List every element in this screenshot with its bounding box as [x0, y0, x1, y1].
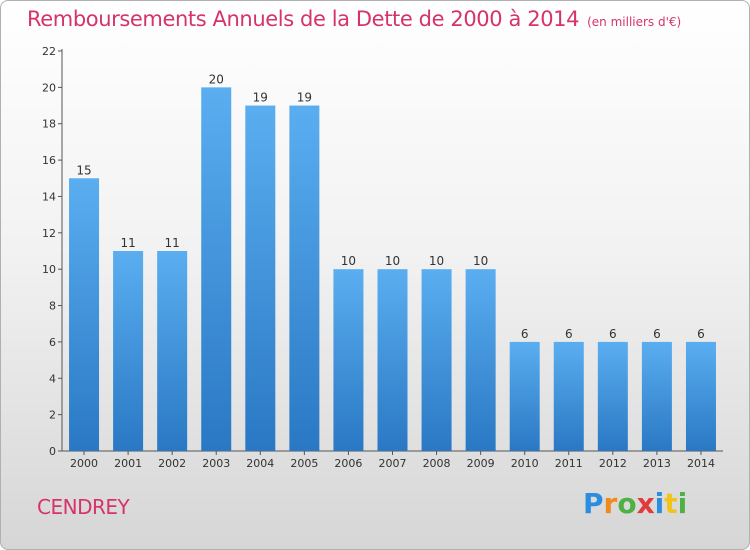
x-tick-label: 2003 — [202, 457, 230, 470]
bar-2010 — [509, 341, 540, 451]
x-tick-label: 2011 — [555, 457, 583, 470]
bar-2000 — [69, 178, 100, 452]
chart-labels: 2000 15 2001 11 2002 11 2003 20 2004 19 2005 19 2006… — [70, 72, 715, 470]
chart-title: Remboursements Annuels de la Dette de 20… — [27, 7, 681, 31]
bar-2009 — [465, 269, 496, 451]
y-tick-label: 18 — [42, 118, 56, 131]
bar-2001 — [113, 251, 144, 451]
y-tick-label: 10 — [42, 263, 56, 276]
x-tick-label: 2008 — [423, 457, 451, 470]
commune-name: CENDREY — [37, 495, 130, 519]
chart-title-text: Remboursements Annuels de la Dette de 20… — [27, 7, 580, 31]
bar-2011 — [553, 341, 584, 451]
value-label-2011: 6 — [565, 327, 573, 341]
x-tick-label: 2014 — [687, 457, 715, 470]
bar-2012 — [597, 341, 628, 451]
value-label-2009: 10 — [473, 254, 488, 268]
value-label-2010: 6 — [521, 327, 529, 341]
bar-2014 — [685, 341, 716, 451]
value-label-2007: 10 — [385, 254, 400, 268]
x-tick-label: 2001 — [114, 457, 142, 470]
x-tick-label: 2006 — [334, 457, 362, 470]
chart-bars — [69, 87, 716, 452]
value-label-2006: 10 — [341, 254, 356, 268]
value-label-2000: 15 — [76, 163, 91, 177]
bar-2003 — [201, 87, 232, 451]
y-tick-label: 16 — [42, 154, 56, 167]
y-tick-label: 0 — [49, 445, 56, 458]
x-tick-label: 2007 — [379, 457, 407, 470]
value-label-2012: 6 — [609, 327, 617, 341]
value-label-2001: 11 — [120, 236, 135, 250]
y-tick-label: 22 — [42, 45, 56, 58]
bar-2005 — [289, 105, 320, 451]
value-label-2004: 19 — [253, 91, 268, 105]
value-label-2014: 6 — [697, 327, 705, 341]
y-tick-label: 8 — [49, 300, 56, 313]
bar-2002 — [157, 251, 188, 451]
y-tick-label: 4 — [49, 372, 56, 385]
x-tick-label: 2000 — [70, 457, 98, 470]
bar-2004 — [245, 105, 276, 451]
x-tick-label: 2013 — [643, 457, 671, 470]
y-tick-label: 2 — [49, 409, 56, 422]
bar-2006 — [333, 269, 364, 451]
x-tick-label: 2004 — [246, 457, 274, 470]
value-label-2002: 11 — [165, 236, 180, 250]
value-label-2005: 19 — [297, 91, 312, 105]
y-tick-label: 6 — [49, 336, 56, 349]
proxiti-logo: Proxiti — [583, 487, 688, 520]
y-tick-label: 14 — [42, 190, 56, 203]
value-label-2008: 10 — [429, 254, 444, 268]
x-tick-label: 2002 — [158, 457, 186, 470]
bar-2008 — [421, 269, 452, 451]
bar-2013 — [641, 341, 672, 451]
x-tick-label: 2009 — [467, 457, 495, 470]
value-label-2003: 20 — [209, 72, 224, 86]
chart-subtitle: (en milliers d'€) — [587, 15, 682, 29]
x-tick-label: 2005 — [290, 457, 318, 470]
y-tick-label: 12 — [42, 227, 56, 240]
y-tick-label: 20 — [42, 81, 56, 94]
value-label-2013: 6 — [653, 327, 661, 341]
bar-2007 — [377, 269, 408, 451]
x-tick-label: 2012 — [599, 457, 627, 470]
x-tick-label: 2010 — [511, 457, 539, 470]
